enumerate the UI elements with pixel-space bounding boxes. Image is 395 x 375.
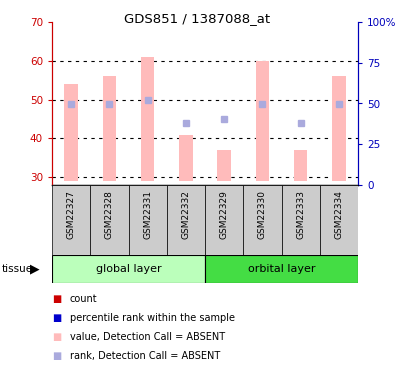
Bar [167, 185, 205, 255]
Bar [205, 185, 243, 255]
Bar [332, 76, 346, 181]
Bar [64, 84, 78, 181]
Text: global layer: global layer [96, 264, 161, 274]
Bar [217, 150, 231, 181]
Text: ■: ■ [52, 351, 61, 361]
Bar [205, 255, 358, 283]
Text: value, Detection Call = ABSENT: value, Detection Call = ABSENT [70, 332, 225, 342]
Text: GSM22331: GSM22331 [143, 190, 152, 239]
Bar [128, 185, 167, 255]
Text: GSM22330: GSM22330 [258, 190, 267, 239]
Text: GSM22334: GSM22334 [335, 190, 343, 239]
Bar [243, 185, 282, 255]
Text: GSM22328: GSM22328 [105, 190, 114, 239]
Text: count: count [70, 294, 98, 304]
Text: rank, Detection Call = ABSENT: rank, Detection Call = ABSENT [70, 351, 220, 361]
Bar [52, 185, 90, 255]
Text: GSM22333: GSM22333 [296, 190, 305, 239]
Bar [90, 185, 128, 255]
Bar [320, 185, 358, 255]
Bar [52, 255, 205, 283]
Text: GSM22332: GSM22332 [181, 190, 190, 239]
Text: ■: ■ [52, 313, 61, 323]
Bar [103, 76, 116, 181]
Text: orbital layer: orbital layer [248, 264, 315, 274]
Text: percentile rank within the sample: percentile rank within the sample [70, 313, 235, 323]
Text: GSM22327: GSM22327 [67, 190, 75, 239]
Text: ■: ■ [52, 332, 61, 342]
Text: GDS851 / 1387088_at: GDS851 / 1387088_at [124, 12, 271, 25]
Bar [179, 135, 193, 181]
Bar [256, 61, 269, 181]
Text: ■: ■ [52, 294, 61, 304]
Text: tissue: tissue [2, 264, 33, 274]
Bar [282, 185, 320, 255]
Text: GSM22329: GSM22329 [220, 190, 229, 239]
Text: ▶: ▶ [30, 262, 40, 276]
Bar [141, 57, 154, 181]
Bar [294, 150, 307, 181]
